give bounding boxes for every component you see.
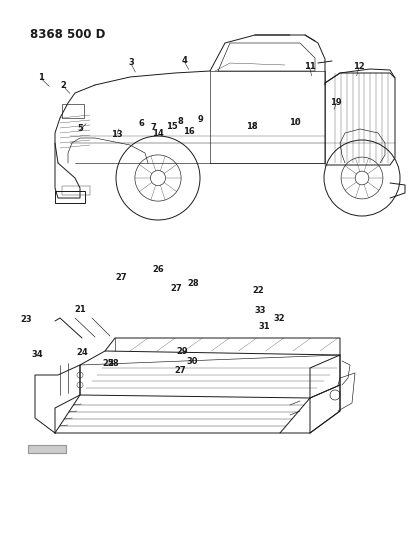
Text: 7: 7 xyxy=(151,124,156,132)
Text: 13: 13 xyxy=(111,130,122,139)
Text: 11: 11 xyxy=(303,62,315,70)
Text: 28: 28 xyxy=(107,359,118,368)
Text: 27: 27 xyxy=(174,366,186,375)
Text: 9: 9 xyxy=(198,116,203,124)
Text: 21: 21 xyxy=(74,305,85,313)
Text: 1: 1 xyxy=(38,73,44,82)
Text: 15: 15 xyxy=(166,123,178,131)
Text: 22: 22 xyxy=(252,286,263,295)
Bar xyxy=(55,191,85,203)
Text: 24: 24 xyxy=(76,349,88,357)
Text: 33: 33 xyxy=(254,306,265,314)
Text: 27: 27 xyxy=(115,273,126,281)
Text: 27: 27 xyxy=(170,285,182,293)
Polygon shape xyxy=(28,445,66,453)
Text: 6: 6 xyxy=(138,119,144,128)
Text: 8: 8 xyxy=(177,117,183,126)
Text: 32: 32 xyxy=(272,314,284,323)
Text: 12: 12 xyxy=(352,62,364,71)
Text: 28: 28 xyxy=(187,279,198,288)
Bar xyxy=(62,104,84,118)
Text: 4: 4 xyxy=(181,56,187,65)
Text: 8368 500 D: 8368 500 D xyxy=(30,28,105,41)
Text: 2: 2 xyxy=(61,81,66,90)
Text: 34: 34 xyxy=(31,350,43,359)
Text: 23: 23 xyxy=(21,316,32,324)
Text: 14: 14 xyxy=(152,129,163,138)
Text: 16: 16 xyxy=(182,127,194,135)
Text: 10: 10 xyxy=(289,118,300,127)
Text: 30: 30 xyxy=(187,357,198,366)
Text: 19: 19 xyxy=(330,98,341,107)
Text: 3: 3 xyxy=(128,59,134,67)
Text: 25: 25 xyxy=(103,359,114,368)
Text: 5: 5 xyxy=(77,125,83,133)
Text: 26: 26 xyxy=(152,265,163,273)
Text: 29: 29 xyxy=(176,348,188,356)
Bar xyxy=(28,445,66,453)
Text: 31: 31 xyxy=(258,322,270,330)
Bar xyxy=(62,186,90,195)
Text: 18: 18 xyxy=(246,122,257,131)
